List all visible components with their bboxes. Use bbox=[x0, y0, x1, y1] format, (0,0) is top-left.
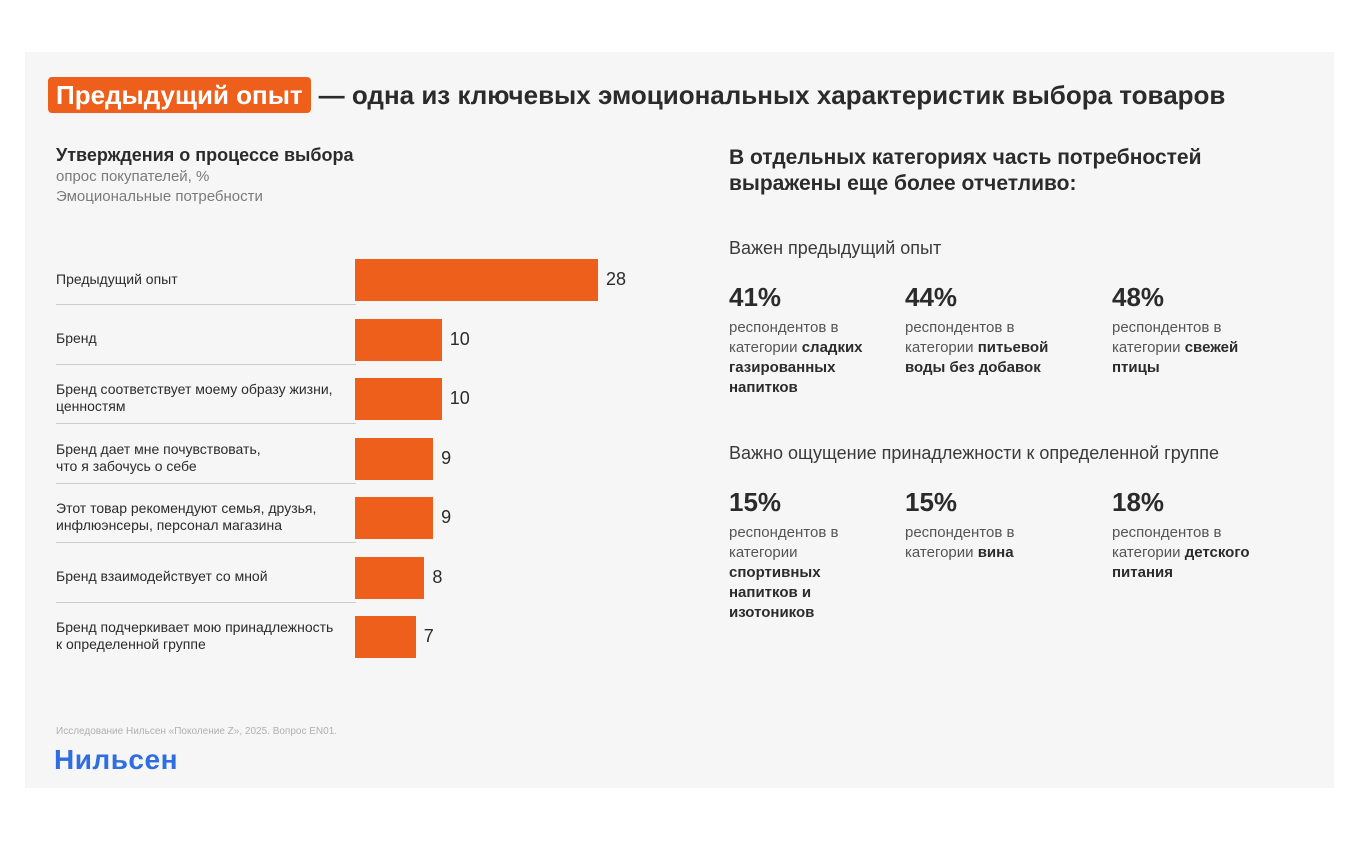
bar-label-line: Бренд bbox=[56, 330, 97, 346]
bar-label-line: Бренд соответствует моему образу жизни, bbox=[56, 381, 333, 397]
stat-percent: 18% bbox=[1112, 487, 1165, 517]
row-divider bbox=[56, 482, 356, 484]
right-title: В отдельных категориях часть потребносте… bbox=[729, 146, 1202, 195]
headline: Предыдущий опыт — одна из ключевых эмоци… bbox=[48, 77, 1225, 113]
stat-description-text: респондентов в категории bbox=[905, 319, 1015, 356]
stat-percent: 15% bbox=[905, 487, 958, 517]
bar-label-line: что я забочусь о себе bbox=[56, 457, 197, 474]
bar-label-line: Этот товар рекомендуют семья, друзья, bbox=[56, 500, 317, 516]
stat-category: свежей птицы bbox=[1112, 339, 1239, 376]
bar-label: Предыдущий опыт bbox=[56, 271, 351, 288]
footnote: Исследование Нильсен «Поколение Z», 2025… bbox=[56, 726, 338, 737]
stat-category: сладких газированных напитков bbox=[729, 339, 863, 396]
stat-description-text: респондентов в категории bbox=[1112, 524, 1222, 561]
stat-description: респондентов в категории детского питани… bbox=[1112, 523, 1287, 583]
bar bbox=[355, 318, 442, 361]
stat-card: 41% респондентов в категории сладких гази… bbox=[729, 282, 904, 398]
chart-title: Утверждения о процессе выбора bbox=[56, 145, 354, 165]
stat-percent: 44% bbox=[905, 282, 958, 312]
bar-value-label: 9 bbox=[441, 507, 452, 527]
bar-label: Бренд соответствует моему образу жизни, ц… bbox=[56, 381, 351, 415]
bar-label-line: Бренд дает мне почувствовать, bbox=[56, 440, 261, 457]
stat-description-text: респондентов в категории bbox=[729, 319, 839, 356]
bar bbox=[355, 437, 434, 480]
row-divider bbox=[56, 363, 356, 365]
bar-label: Бренд взаимодействует со мной bbox=[56, 568, 351, 585]
headline-highlight: Предыдущий опыт bbox=[48, 77, 311, 113]
stat-description: респондентов в категории сладких газиров… bbox=[729, 318, 904, 398]
stat-description-text: респондентов в категории bbox=[729, 524, 839, 561]
bar-value-label: 10 bbox=[449, 328, 470, 349]
bar-value-label: 9 bbox=[441, 447, 452, 468]
section-title: Важно ощущение принадлежности к определе… bbox=[729, 443, 1220, 463]
bar-value-label: 28 bbox=[606, 269, 627, 289]
bar-label-line: Бренд взаимодействует со мной bbox=[56, 568, 268, 584]
stat-category: вина bbox=[977, 544, 1014, 561]
row-divider bbox=[56, 542, 356, 543]
row-divider bbox=[56, 304, 356, 305]
stat-percent: 48% bbox=[1112, 282, 1165, 312]
stat-percent: 15% bbox=[729, 487, 782, 517]
bar-value-label: 8 bbox=[432, 566, 443, 587]
stat-description-text: респондентов в категории bbox=[1112, 319, 1222, 356]
stat-description-text: респондентов в категории bbox=[905, 524, 1015, 561]
slide-background bbox=[25, 52, 1334, 788]
bar-label-line: ценностям bbox=[56, 398, 126, 414]
chart-subtitle-needs: Эмоциональные потребности bbox=[56, 188, 263, 205]
stat-category: питьевой воды без добавок bbox=[905, 339, 1049, 376]
bar-label-line: Предыдущий опыт bbox=[56, 270, 178, 287]
stat-card: 15% респондентов в категории вина bbox=[905, 487, 1080, 563]
bar-value-label: 7 bbox=[423, 626, 434, 646]
stat-description: респондентов в категории свежей птицы bbox=[1112, 318, 1287, 378]
stat-description: респондентов в категории питьевой воды б… bbox=[905, 318, 1080, 378]
bar-label: Бренд дает мне почувствовать, что я забоч… bbox=[56, 441, 351, 475]
bar-label-line: к определенной группе bbox=[56, 636, 206, 652]
nielsen-logo: Нильсен bbox=[54, 744, 178, 775]
stat-card: 15% респондентов в категории спортивных н… bbox=[729, 487, 859, 623]
bar-label: Этот товар рекомендуют семья, друзья, инф… bbox=[56, 500, 351, 534]
bar bbox=[355, 378, 442, 420]
stat-category: детского питания bbox=[1112, 544, 1250, 581]
headline-text: — одна из ключевых эмоциональных характе… bbox=[318, 79, 1226, 110]
bar-value-label: 10 bbox=[449, 388, 470, 408]
row-divider bbox=[56, 423, 356, 424]
bar-label-line: инфлюэнсеры, персонал магазина bbox=[56, 517, 282, 533]
stat-description: респондентов в категории вина bbox=[905, 523, 1080, 563]
chart-subtitle-survey: опрос покупателей, % bbox=[56, 168, 210, 185]
bar bbox=[355, 556, 425, 599]
section-title: Важен предыдущий опыт bbox=[729, 238, 942, 258]
bar-label: Бренд bbox=[56, 330, 351, 347]
bar bbox=[355, 497, 434, 539]
stat-description: респондентов в категории спортивных напи… bbox=[729, 523, 859, 623]
bar bbox=[355, 616, 416, 658]
bar bbox=[355, 259, 598, 301]
stat-card: 48% респондентов в категории свежей птицы bbox=[1112, 282, 1287, 378]
stat-card: 44% респондентов в категории питьевой вод… bbox=[905, 282, 1080, 378]
stat-card: 18% респондентов в категории детского пит… bbox=[1112, 487, 1287, 583]
stat-percent: 41% bbox=[729, 282, 782, 312]
row-divider bbox=[56, 601, 356, 603]
stat-category: спортивных напитков и изотоников bbox=[729, 564, 821, 621]
bar-label-line: Бренд подчеркивает мою принадлежность bbox=[56, 619, 334, 635]
bar-label: Бренд подчеркивает мою принадлежность к о… bbox=[56, 619, 351, 653]
